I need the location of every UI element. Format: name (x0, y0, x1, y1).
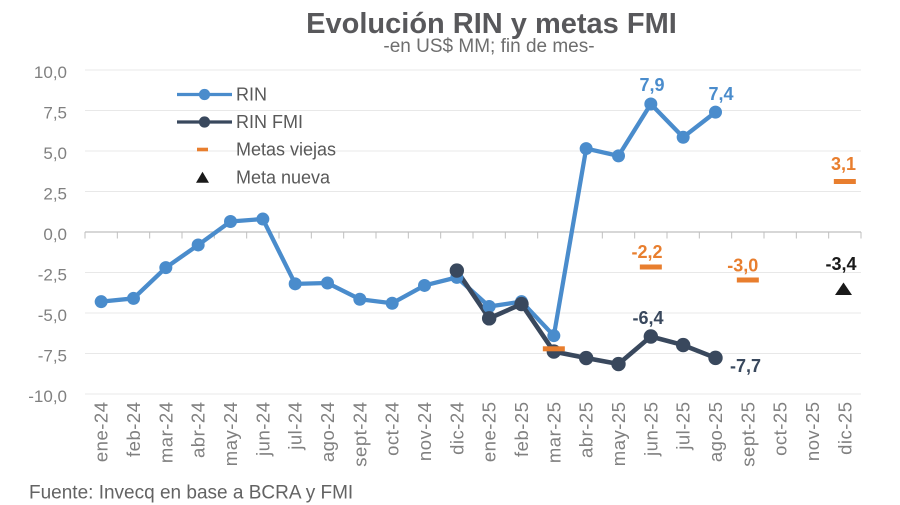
svg-text:jul-25: jul-25 (673, 402, 694, 451)
svg-text:3,1: 3,1 (831, 154, 856, 174)
svg-text:-3,4: -3,4 (825, 254, 856, 274)
svg-text:-6,4: -6,4 (632, 308, 663, 328)
svg-text:5,0: 5,0 (43, 144, 67, 163)
svg-text:-en US$ MM; fin de mes-: -en US$ MM; fin de mes- (383, 36, 594, 57)
svg-text:dic-24: dic-24 (446, 402, 467, 455)
svg-text:may-25: may-25 (608, 402, 629, 467)
svg-text:ago-25: ago-25 (705, 402, 726, 463)
svg-text:7,9: 7,9 (639, 75, 664, 95)
svg-text:dic-25: dic-25 (834, 402, 855, 455)
svg-text:feb-25: feb-25 (511, 402, 532, 457)
svg-text:ene-24: ene-24 (91, 402, 112, 463)
svg-text:mar-24: mar-24 (155, 402, 176, 464)
svg-text:nov-25: nov-25 (802, 402, 823, 462)
svg-text:abr-24: abr-24 (188, 402, 209, 458)
svg-text:2,5: 2,5 (43, 185, 67, 204)
svg-text:Evolución RIN y metas FMI: Evolución RIN y metas FMI (306, 8, 677, 40)
svg-text:may-24: may-24 (220, 402, 241, 467)
svg-text:sept-24: sept-24 (349, 402, 370, 467)
svg-text:oct-24: oct-24 (382, 402, 403, 456)
svg-text:mar-25: mar-25 (543, 402, 564, 464)
svg-text:0,0: 0,0 (43, 225, 67, 244)
svg-text:-10,0: -10,0 (28, 387, 67, 406)
svg-text:nov-24: nov-24 (414, 402, 435, 462)
svg-text:Metas viejas: Metas viejas (236, 140, 336, 160)
svg-text:-2,2: -2,2 (631, 242, 662, 262)
svg-text:feb-24: feb-24 (123, 402, 144, 457)
svg-text:ene-25: ene-25 (479, 402, 500, 463)
svg-text:jul-24: jul-24 (285, 402, 306, 451)
svg-text:7,5: 7,5 (43, 104, 67, 123)
svg-text:10,0: 10,0 (34, 63, 67, 82)
svg-text:-5,0: -5,0 (38, 306, 67, 325)
svg-text:RIN: RIN (236, 85, 267, 105)
svg-text:sept-25: sept-25 (737, 402, 758, 467)
svg-text:-7,7: -7,7 (730, 356, 761, 376)
svg-text:Fuente: Invecq en base a BCRA: Fuente: Invecq en base a BCRA y FMI (29, 483, 353, 504)
svg-text:-2,5: -2,5 (38, 266, 67, 285)
svg-text:RIN FMI: RIN FMI (236, 112, 303, 132)
svg-text:jun-25: jun-25 (640, 402, 661, 457)
svg-text:-7,5: -7,5 (38, 347, 67, 366)
svg-text:Meta nueva: Meta nueva (236, 168, 331, 188)
svg-text:ago-24: ago-24 (317, 402, 338, 463)
svg-text:-3,0: -3,0 (727, 256, 758, 276)
svg-text:jun-24: jun-24 (252, 402, 273, 457)
svg-text:7,4: 7,4 (708, 84, 733, 104)
svg-text:oct-25: oct-25 (770, 402, 791, 456)
svg-text:abr-25: abr-25 (576, 402, 597, 458)
